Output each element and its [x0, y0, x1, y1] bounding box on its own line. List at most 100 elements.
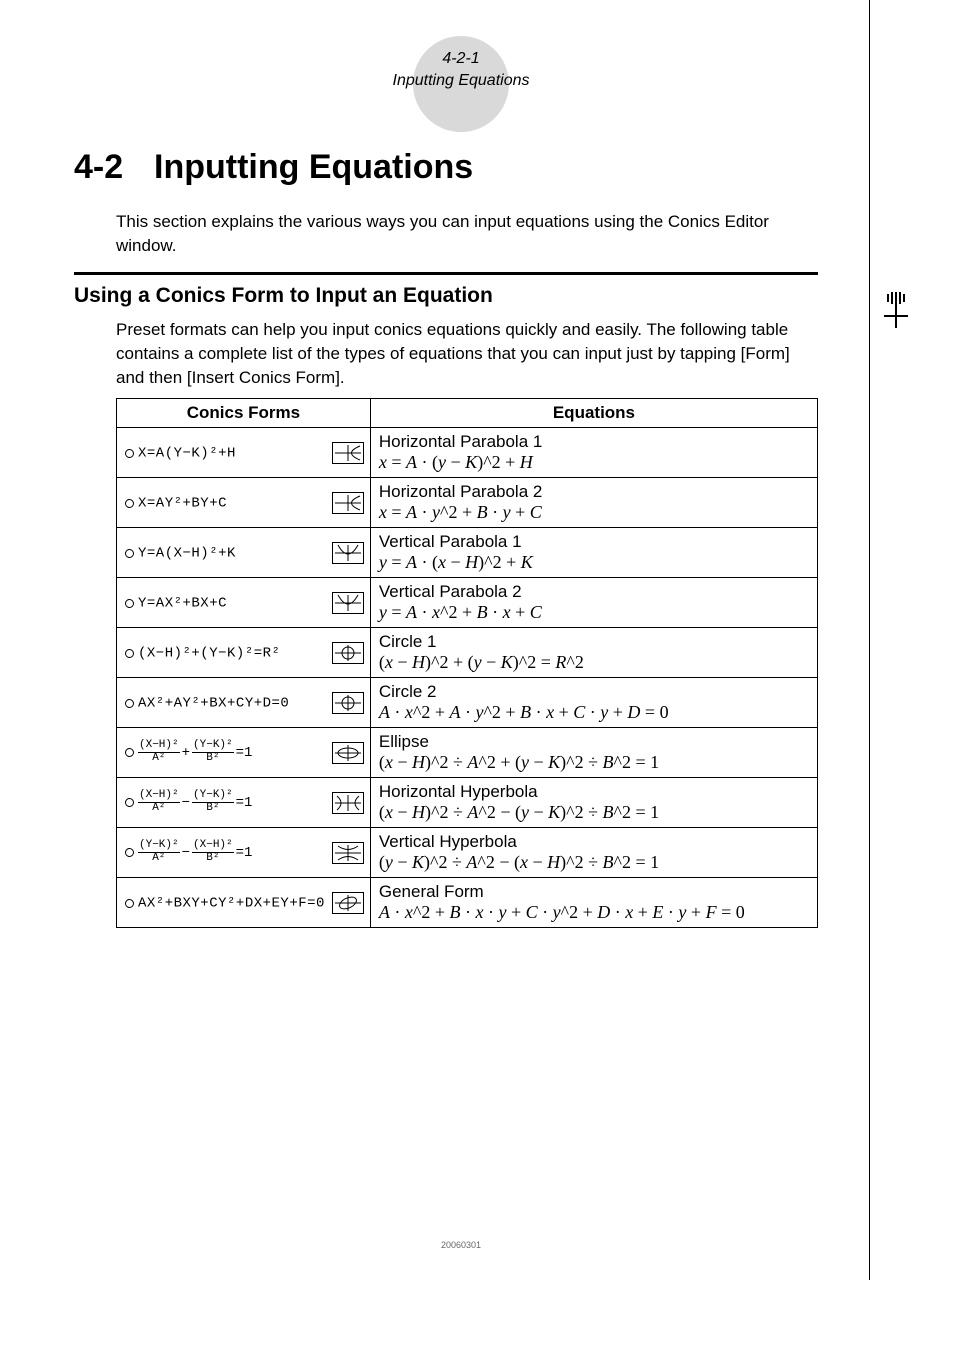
table-row: X=AY²+BY+C Horizontal Parabola 2x = A · y…	[117, 478, 818, 528]
radio-icon[interactable]	[125, 549, 134, 558]
equation-name: Ellipse	[379, 732, 809, 752]
header-subtitle: Inputting Equations	[74, 70, 848, 92]
radio-icon[interactable]	[125, 848, 134, 857]
equation-cell: Circle 2A · x^2 + A · y^2 + B · x + C · …	[370, 678, 817, 728]
section-number: 4-2	[74, 148, 123, 187]
radio-icon[interactable]	[125, 798, 134, 807]
equation-name: Circle 1	[379, 632, 809, 652]
form-cell[interactable]: X=A(Y−K)²+H	[117, 428, 371, 478]
table-row: AX²+AY²+BX+CY+D=0 Circle 2A · x^2 + A · y…	[117, 678, 818, 728]
conic-type-icon	[332, 542, 364, 564]
equation-math: (x − H)^2 ÷ A^2 + (y − K)^2 ÷ B^2 = 1	[379, 752, 809, 773]
equation-name: General Form	[379, 882, 809, 902]
form-cell[interactable]: Y=A(X−H)²+K	[117, 528, 371, 578]
form-expression: AX²+AY²+BX+CY+D=0	[138, 695, 289, 711]
form-cell[interactable]: Y=AX²+BX+C	[117, 578, 371, 628]
radio-icon[interactable]	[125, 449, 134, 458]
form-cell[interactable]: (X−H)²A²−(Y−K)²B²=1	[117, 778, 371, 828]
equation-cell: General FormA · x^2 + B · x · y + C · y^…	[370, 878, 817, 928]
radio-icon[interactable]	[125, 649, 134, 658]
conic-type-icon	[332, 642, 364, 664]
form-cell[interactable]: (X−H)²+(Y−K)²=R²	[117, 628, 371, 678]
equation-cell: Horizontal Hyperbola(x − H)^2 ÷ A^2 − (y…	[370, 778, 817, 828]
table-row: Y=AX²+BX+C Vertical Parabola 2y = A · x^2…	[117, 578, 818, 628]
conic-type-icon	[332, 742, 364, 764]
table-row: (Y−K)²A²−(X−H)²B²=1Vertical Hyperbola(y …	[117, 828, 818, 878]
form-expression: X=AY²+BY+C	[138, 495, 227, 511]
form-operator: +	[180, 745, 192, 761]
conic-type-icon	[332, 892, 364, 914]
equation-cell: Vertical Parabola 2y = A · x^2 + B · x +…	[370, 578, 817, 628]
equation-cell: Vertical Parabola 1y = A · (x − H)^2 + K	[370, 528, 817, 578]
equation-cell: Vertical Hyperbola(y − K)^2 ÷ A^2 − (x −…	[370, 828, 817, 878]
radio-icon[interactable]	[125, 899, 134, 908]
table-row: (X−H)²+(Y−K)²=R² Circle 1(x − H)^2 + (y −…	[117, 628, 818, 678]
form-operator: −	[180, 845, 192, 861]
equation-name: Horizontal Hyperbola	[379, 782, 809, 802]
conic-type-icon	[332, 442, 364, 464]
section-title: Inputting Equations	[154, 148, 473, 187]
header-page-ref: 4-2-1	[74, 48, 848, 70]
subsection-intro: Preset formats can help you input conics…	[116, 318, 818, 389]
equation-name: Horizontal Parabola 1	[379, 432, 809, 452]
conic-type-icon	[332, 792, 364, 814]
equation-cell: Circle 1(x − H)^2 + (y − K)^2 = R^2	[370, 628, 817, 678]
equation-name: Circle 2	[379, 682, 809, 702]
form-operator: −	[180, 795, 192, 811]
conics-table: Conics Forms Equations X=A(Y−K)²+H Horizo…	[116, 398, 818, 928]
equation-math: (x − H)^2 ÷ A^2 − (y − K)^2 ÷ B^2 = 1	[379, 802, 809, 823]
conic-type-icon	[332, 492, 364, 514]
th-equations: Equations	[370, 399, 817, 428]
form-expression: AX²+BXY+CY²+DX+EY+F=0	[138, 895, 325, 911]
form-cell[interactable]: (X−H)²A²+(Y−K)²B²=1	[117, 728, 371, 778]
form-cell[interactable]: AX²+AY²+BX+CY+D=0	[117, 678, 371, 728]
table-row: Y=A(X−H)²+K Vertical Parabola 1y = A · (x…	[117, 528, 818, 578]
form-cell[interactable]: AX²+BXY+CY²+DX+EY+F=0	[117, 878, 371, 928]
form-fraction: (Y−K)²A²	[138, 840, 180, 864]
equation-math: A · x^2 + A · y^2 + B · x + C · y + D = …	[379, 702, 809, 723]
equation-cell: Horizontal Parabola 2x = A · y^2 + B · y…	[370, 478, 817, 528]
equation-name: Vertical Hyperbola	[379, 832, 809, 852]
form-cell[interactable]: (Y−K)²A²−(X−H)²B²=1	[117, 828, 371, 878]
th-forms: Conics Forms	[117, 399, 371, 428]
form-rhs: =1	[234, 745, 255, 761]
table-row: X=A(Y−K)²+H Horizontal Parabola 1x = A · …	[117, 428, 818, 478]
form-cell[interactable]: X=AY²+BY+C	[117, 478, 371, 528]
form-expression: X=A(Y−K)²+H	[138, 445, 236, 461]
subsection-heading: Using a Conics Form to Input an Equation	[74, 284, 493, 308]
conic-type-icon	[332, 842, 364, 864]
equation-math: x = A · y^2 + B · y + C	[379, 502, 809, 523]
form-expression: Y=A(X−H)²+K	[138, 545, 236, 561]
equation-math: y = A · (x − H)^2 + K	[379, 552, 809, 573]
side-conics-icon	[878, 288, 914, 332]
equation-name: Horizontal Parabola 2	[379, 482, 809, 502]
table-row: (X−H)²A²−(Y−K)²B²=1Horizontal Hyperbola(…	[117, 778, 818, 828]
radio-icon[interactable]	[125, 699, 134, 708]
divider	[74, 272, 818, 275]
equation-math: (y − K)^2 ÷ A^2 − (x − H)^2 ÷ B^2 = 1	[379, 852, 809, 873]
radio-icon[interactable]	[125, 748, 134, 757]
equation-cell: Ellipse(x − H)^2 ÷ A^2 + (y − K)^2 ÷ B^2…	[370, 728, 817, 778]
equation-math: y = A · x^2 + B · x + C	[379, 602, 809, 623]
equation-name: Vertical Parabola 1	[379, 532, 809, 552]
radio-icon[interactable]	[125, 599, 134, 608]
equation-math: x = A · (y − K)^2 + H	[379, 452, 809, 473]
conic-type-icon	[332, 692, 364, 714]
form-fraction: (Y−K)²B²	[192, 740, 234, 764]
form-rhs: =1	[234, 795, 255, 811]
footer-date: 20060301	[74, 1240, 848, 1250]
equation-name: Vertical Parabola 2	[379, 582, 809, 602]
form-fraction: (Y−K)²B²	[192, 790, 234, 814]
conic-type-icon	[332, 592, 364, 614]
form-fraction: (X−H)²A²	[138, 790, 180, 814]
page-header: 4-2-1 Inputting Equations	[74, 48, 848, 91]
equation-math: (x − H)^2 + (y − K)^2 = R^2	[379, 652, 809, 673]
form-expression: Y=AX²+BX+C	[138, 595, 227, 611]
page-right-border	[869, 0, 870, 1280]
section-intro: This section explains the various ways y…	[116, 210, 818, 258]
table-row: (X−H)²A²+(Y−K)²B²=1Ellipse(x − H)^2 ÷ A^…	[117, 728, 818, 778]
form-expression: (X−H)²+(Y−K)²=R²	[138, 645, 280, 661]
form-rhs: =1	[234, 845, 255, 861]
table-row: AX²+BXY+CY²+DX+EY+F=0 General FormA · x^2…	[117, 878, 818, 928]
radio-icon[interactable]	[125, 499, 134, 508]
